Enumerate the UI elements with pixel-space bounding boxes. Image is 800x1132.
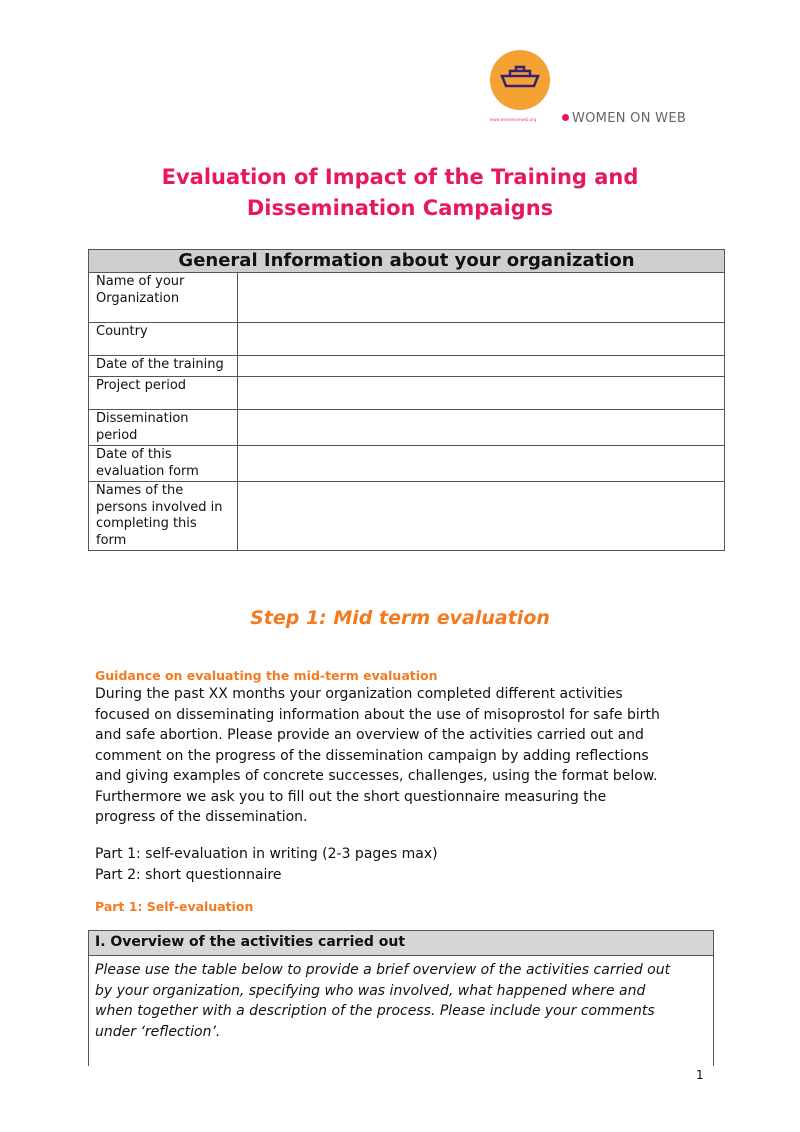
brand-text: WOMEN ON WEB (572, 111, 687, 126)
organization-name-field[interactable] (237, 272, 725, 323)
project-period-field[interactable] (237, 376, 725, 410)
brand-name: WOMEN ON WEB (562, 111, 686, 126)
table-row: Names of the persons involved in completin… (88, 481, 725, 551)
row-label: Country (88, 322, 238, 356)
table-header: General Information about your organizat… (88, 249, 725, 273)
guidance-heading: Guidance on evaluating the mid-term eval… (95, 668, 438, 683)
page-number: 1 (696, 1068, 704, 1082)
country-field[interactable] (237, 322, 725, 356)
row-label: Names of the persons involved in completin… (88, 481, 238, 551)
part1-heading: Part 1: Self-evaluation (95, 899, 254, 914)
parts-list: Part 1: self-evaluation in writing (2-3 … (95, 844, 735, 885)
dissemination-period-field[interactable] (237, 409, 725, 446)
dot-icon (562, 114, 569, 121)
row-label: Date of the training (88, 355, 238, 377)
overview-section: I. Overview of the activities carried ou… (88, 930, 714, 1066)
part-item: Part 2: short questionnaire (95, 866, 282, 883)
page-title: Evaluation of Impact of the Training and… (0, 162, 800, 224)
step-heading: Step 1: Mid term evaluation (250, 607, 550, 629)
guidance-text: During the past XX months your organizat… (95, 686, 660, 825)
women-on-web-logo (490, 50, 550, 110)
row-label: Name of your Organization (88, 272, 238, 323)
table-row: Date of this evaluation form (88, 445, 725, 482)
part-item: Part 1: self-evaluation in writing (2-3 … (95, 846, 438, 862)
table-row: Name of your Organization (88, 272, 725, 323)
row-label: Dissemination period (88, 409, 238, 446)
training-date-field[interactable] (237, 355, 725, 377)
table-row: Project period (88, 376, 725, 410)
evaluation-date-field[interactable] (237, 445, 725, 482)
row-label: Project period (88, 376, 238, 410)
overview-header: I. Overview of the activities carried ou… (89, 931, 713, 956)
title-line: Dissemination Campaigns (246, 196, 554, 220)
general-info-table: General Information about your organizat… (88, 249, 725, 551)
ship-icon (500, 65, 540, 88)
title-line: Evaluation of Impact of the Training and (161, 165, 639, 189)
table-row: Country (88, 322, 725, 356)
overview-instructions: Please use the table below to provide a … (95, 962, 671, 1040)
persons-involved-field[interactable] (237, 481, 725, 551)
row-label: Date of this evaluation form (88, 445, 238, 482)
table-row: Dissemination period (88, 409, 725, 446)
table-row: Date of the training (88, 355, 725, 377)
logo-url: www.womenonweb.org (490, 117, 537, 122)
